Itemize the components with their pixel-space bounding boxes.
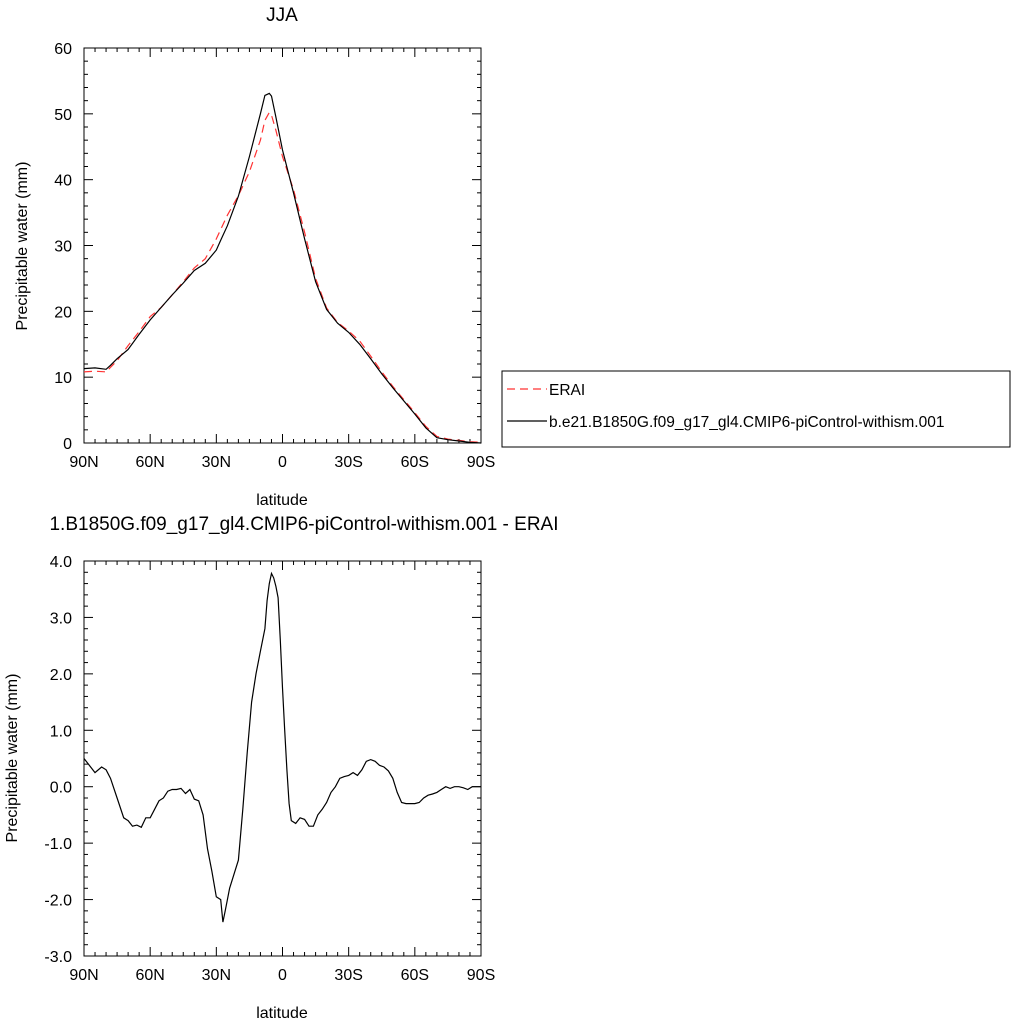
- x-tick-label: 90S: [467, 967, 495, 984]
- y-tick-label: 0: [63, 436, 72, 453]
- legend-box: [501, 370, 1011, 448]
- y-tick-label: 4.0: [50, 554, 72, 571]
- top-panel-title: JJA: [266, 5, 298, 26]
- x-tick-label: 30N: [202, 967, 231, 984]
- legend: ERAI b.e21.B1850G.f09_g17_gl4.CMIP6-piCo…: [501, 370, 1011, 448]
- y-tick-label: 2.0: [50, 667, 72, 684]
- x-tick-label: 60N: [135, 454, 164, 471]
- bottom-panel-frame: [83, 560, 482, 957]
- bottom-panel-title: 1.B1850G.f09_g17_gl4.CMIP6-piControl-wit…: [49, 514, 558, 535]
- series-line-model: [83, 92, 482, 444]
- y-tick-label: 20: [54, 304, 72, 321]
- series-line-erai: [83, 111, 482, 443]
- x-tick-label: 90N: [69, 454, 98, 471]
- x-tick-label: 90S: [467, 454, 495, 471]
- y-tick-label: 1.0: [50, 723, 72, 740]
- bottom-panel-xlabel: latitude: [256, 1005, 308, 1022]
- bottom-panel-ticks: 90N 60N 30N 0 30S 60S 90S -3.0 -2.0 -1.0 0.0 1.0 2.0…: [44, 554, 495, 984]
- top-panel-xlabel: latitude: [256, 492, 308, 509]
- x-tick-label: 30S: [334, 454, 362, 471]
- x-tick-label: 90N: [69, 967, 98, 984]
- bottom-panel-ylabel: Precipitable water (mm): [4, 674, 21, 843]
- x-tick-label: 60S: [401, 967, 429, 984]
- x-tick-label: 30S: [334, 967, 362, 984]
- legend-label-model: b.e21.B1850G.f09_g17_gl4.CMIP6-piControl…: [549, 414, 944, 431]
- y-tick-label: 0.0: [50, 780, 72, 797]
- x-tick-label: 0: [278, 967, 287, 984]
- series-line-difference: [83, 571, 481, 923]
- top-panel-series: [83, 92, 482, 444]
- y-tick-label: 60: [54, 41, 72, 58]
- top-panel-frame: [83, 47, 482, 444]
- y-tick-label: 10: [54, 370, 72, 387]
- x-tick-label: 0: [278, 454, 287, 471]
- y-tick-label: 30: [54, 239, 72, 256]
- x-tick-label: 60N: [135, 967, 164, 984]
- bottom-panel: 1.B1850G.f09_g17_gl4.CMIP6-piControl-wit…: [4, 514, 559, 1022]
- y-tick-label: 50: [54, 107, 72, 124]
- top-panel-ticks: 90N 60N 30N 0 30S 60S 90S 0 10 20 30 40 50 60: [54, 41, 495, 471]
- legend-label-erai: ERAI: [549, 382, 585, 399]
- x-tick-label: 60S: [401, 454, 429, 471]
- top-panel: JJA 90N 60N 30N 0 30S 60S 90S 0 10 20 30 40 50 60 lat…: [14, 5, 495, 509]
- y-tick-label: -1.0: [44, 836, 72, 853]
- y-tick-label: -3.0: [44, 949, 72, 966]
- bottom-panel-series: [83, 571, 481, 923]
- y-tick-label: 3.0: [50, 610, 72, 627]
- y-tick-label: 40: [54, 173, 72, 190]
- x-tick-label: 30N: [202, 454, 231, 471]
- top-panel-ylabel: Precipitable water (mm): [14, 162, 31, 331]
- y-tick-label: -2.0: [44, 893, 72, 910]
